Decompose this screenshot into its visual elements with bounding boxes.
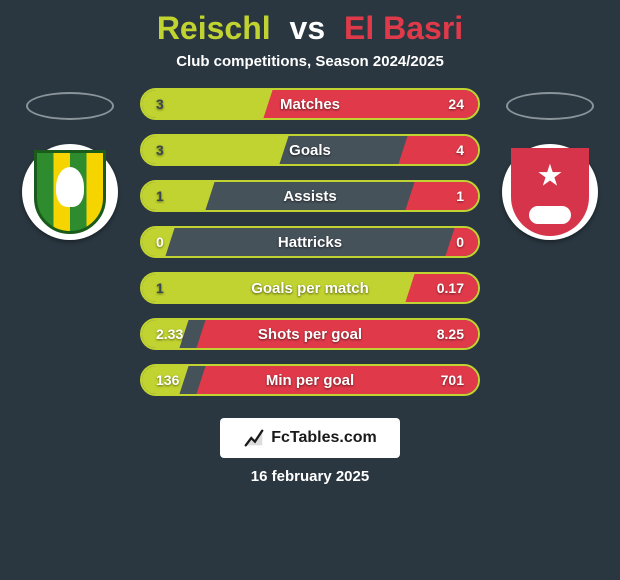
stat-value-p1: 3 (156, 136, 164, 164)
stat-label: Goals per match (142, 274, 478, 302)
stat-value-p2: 1 (456, 182, 464, 210)
chart-icon (243, 427, 265, 449)
player1-name: Reischl (157, 10, 271, 46)
player2-club-crest (502, 144, 598, 240)
stat-value-p2: 8.25 (437, 320, 464, 348)
right-side (500, 88, 600, 240)
stat-value-p1: 1 (156, 182, 164, 210)
brand-badge: FcTables.com (220, 418, 400, 458)
date-label: 16 february 2025 (0, 468, 620, 485)
stat-value-p1: 2.33 (156, 320, 183, 348)
subtitle: Club competitions, Season 2024/2025 (0, 53, 620, 70)
ado-den-haag-badge-icon (34, 150, 106, 234)
player1-club-crest (22, 144, 118, 240)
stat-label: Hattricks (142, 228, 478, 256)
player2-photo-placeholder (506, 92, 594, 120)
page-title: Reischl vs El Basri (0, 0, 620, 53)
stat-row: Goals3 4 (140, 134, 480, 166)
stat-row: Min per goal136 701 (140, 364, 480, 396)
left-side (20, 88, 120, 240)
stat-value-p1: 1 (156, 274, 164, 302)
stat-row: Goals per match1 0.17 (140, 272, 480, 304)
content-row: Matches324Goals34Assists11Hattricks00Goa… (0, 88, 620, 396)
vs-label: vs (290, 10, 326, 46)
stat-value-p1: 0 (156, 228, 164, 256)
mvv-badge-icon (511, 148, 589, 236)
stat-value-p1: 136 (156, 366, 179, 394)
stat-label: Shots per goal (142, 320, 478, 348)
stat-value-p2: 24 (448, 90, 464, 118)
stat-value-p2: 4 (456, 136, 464, 164)
stat-label: Goals (142, 136, 478, 164)
stat-row: Hattricks0 0 (140, 226, 480, 258)
stat-label: Matches (142, 90, 478, 118)
stat-row: Shots per goal2.33 8.25 (140, 318, 480, 350)
stat-label: Assists (142, 182, 478, 210)
stat-row: Assists1 1 (140, 180, 480, 212)
stat-bars: Matches324Goals34Assists11Hattricks00Goa… (140, 88, 480, 396)
stat-value-p2: 0.17 (437, 274, 464, 302)
stat-label: Min per goal (142, 366, 478, 394)
player2-name: El Basri (344, 10, 463, 46)
comparison-card: Reischl vs El Basri Club competitions, S… (0, 0, 620, 580)
brand-text: FcTables.com (271, 429, 377, 447)
stat-value-p1: 3 (156, 90, 164, 118)
player1-photo-placeholder (26, 92, 114, 120)
stat-value-p2: 0 (456, 228, 464, 256)
stat-value-p2: 701 (441, 366, 464, 394)
stat-row: Matches3 24 (140, 88, 480, 120)
